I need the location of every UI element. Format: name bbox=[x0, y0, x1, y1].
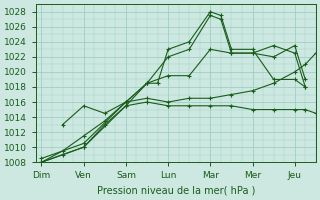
X-axis label: Pression niveau de la mer( hPa ): Pression niveau de la mer( hPa ) bbox=[97, 186, 255, 196]
